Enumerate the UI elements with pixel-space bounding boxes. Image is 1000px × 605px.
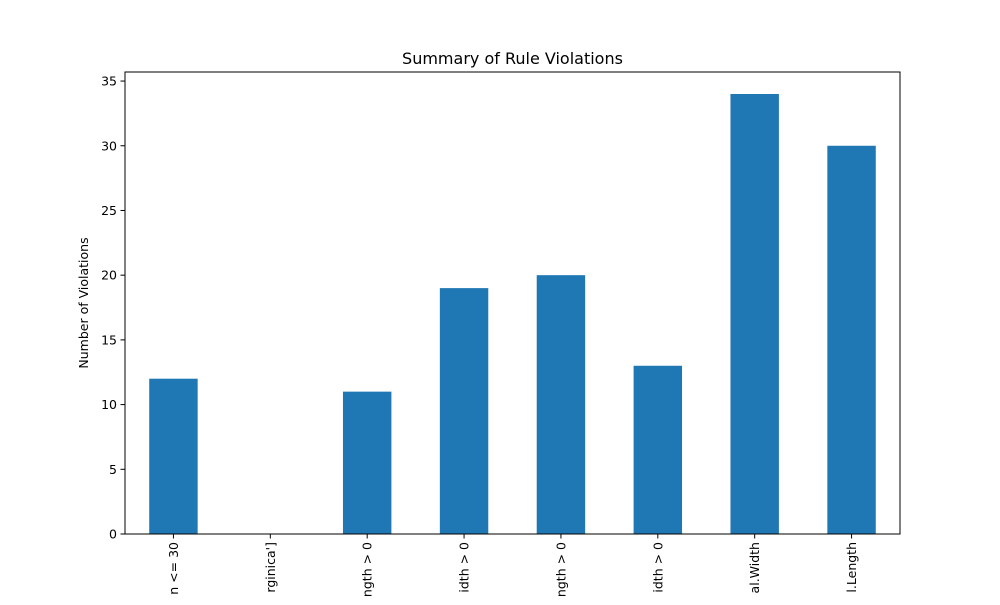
x-tick-label: ngth > 0 [360, 542, 375, 597]
x-tick-label: idth > 0 [457, 542, 472, 593]
x-axis: n <= 30 rginica'] ngth > 0 idth > 0 ngth > 0… [166, 534, 859, 597]
bar [633, 365, 683, 534]
y-tick-label: 35 [101, 74, 117, 89]
bar [149, 378, 198, 534]
bar [342, 391, 392, 534]
y-tick-label: 15 [101, 332, 117, 347]
y-tick-label: 10 [101, 397, 117, 412]
bar [536, 275, 586, 534]
y-tick-label: 20 [101, 268, 117, 283]
bar [439, 288, 489, 534]
y-axis: 0 5 10 15 20 25 30 35 [101, 74, 125, 542]
x-tick-label: l.Length [844, 542, 859, 593]
x-tick-label: idth > 0 [650, 542, 665, 593]
y-tick-label: 0 [109, 527, 117, 542]
bar [730, 94, 779, 534]
chart-title: Summary of Rule Violations [402, 49, 623, 68]
x-tick-label: rginica'] [263, 542, 278, 593]
y-axis-label: Number of Violations [76, 237, 91, 368]
bar [827, 145, 876, 534]
x-tick-label: ngth > 0 [553, 542, 568, 597]
y-tick-label: 30 [101, 138, 117, 153]
plot-frame [124, 71, 901, 535]
y-tick-label: 5 [109, 462, 117, 477]
x-tick-label: n <= 30 [166, 542, 181, 595]
bars-layer [149, 94, 876, 534]
y-tick-label: 25 [101, 203, 117, 218]
x-tick-label: al.Width [747, 542, 762, 593]
